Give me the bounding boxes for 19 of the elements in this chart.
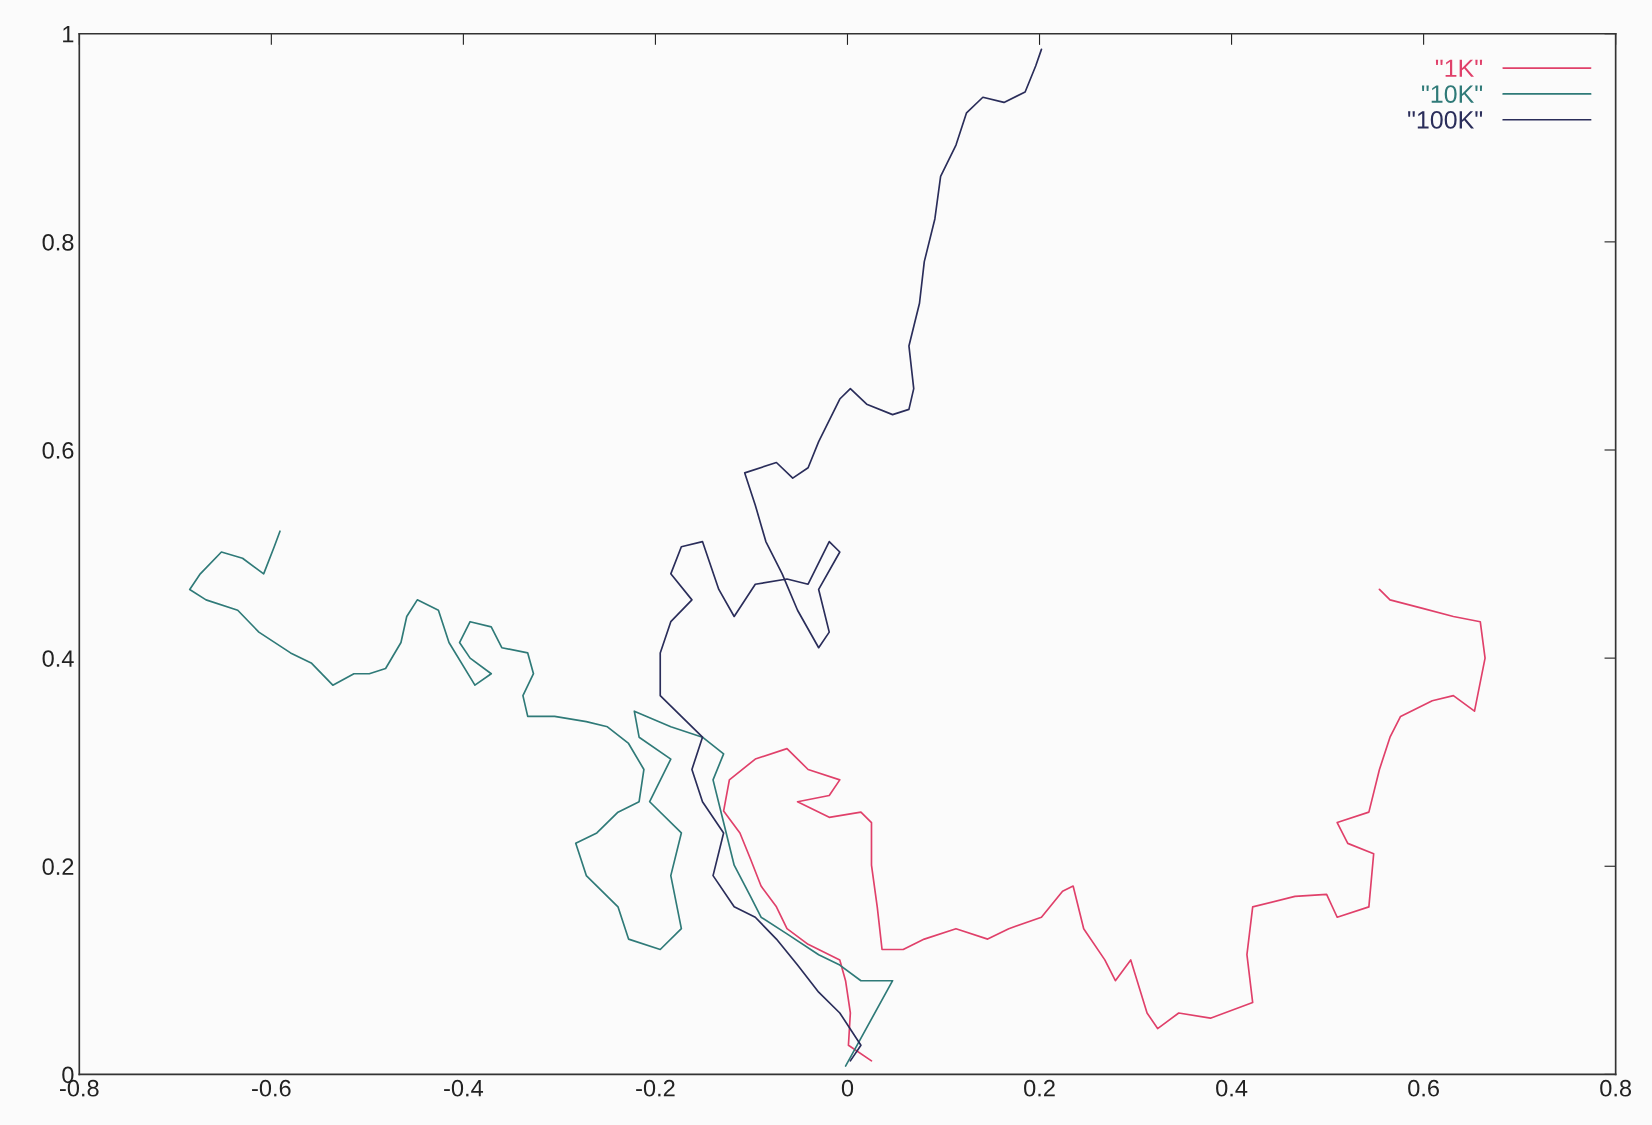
x-tick-label: 0.2 (1024, 1079, 1055, 1097)
line-series (659, 48, 1043, 1062)
x-tick-label: 0.8 (1600, 1079, 1632, 1097)
x-tick-label: 0 (841, 1079, 854, 1097)
y-tick-label: 0.8 (42, 233, 74, 251)
x-tick-label: -0.2 (636, 1079, 675, 1097)
y-tick-label: 0.4 (42, 650, 74, 667)
y-tick-label: 0.2 (42, 858, 74, 876)
legend-label: "10K" (1421, 85, 1483, 103)
x-tick-label: -0.4 (444, 1079, 484, 1097)
x-tick-label: 0.4 (1216, 1079, 1248, 1097)
y-tick-label: 1 (63, 26, 74, 43)
line-series (188, 530, 894, 1067)
x-tick-label: -0.6 (252, 1079, 291, 1097)
x-tick-label: 0.6 (1408, 1079, 1439, 1097)
legend-label: "1K" (1435, 59, 1483, 77)
legend-label: "100K" (1408, 111, 1483, 129)
y-tick-label: 0.6 (42, 442, 74, 459)
line-series (722, 588, 1486, 1062)
